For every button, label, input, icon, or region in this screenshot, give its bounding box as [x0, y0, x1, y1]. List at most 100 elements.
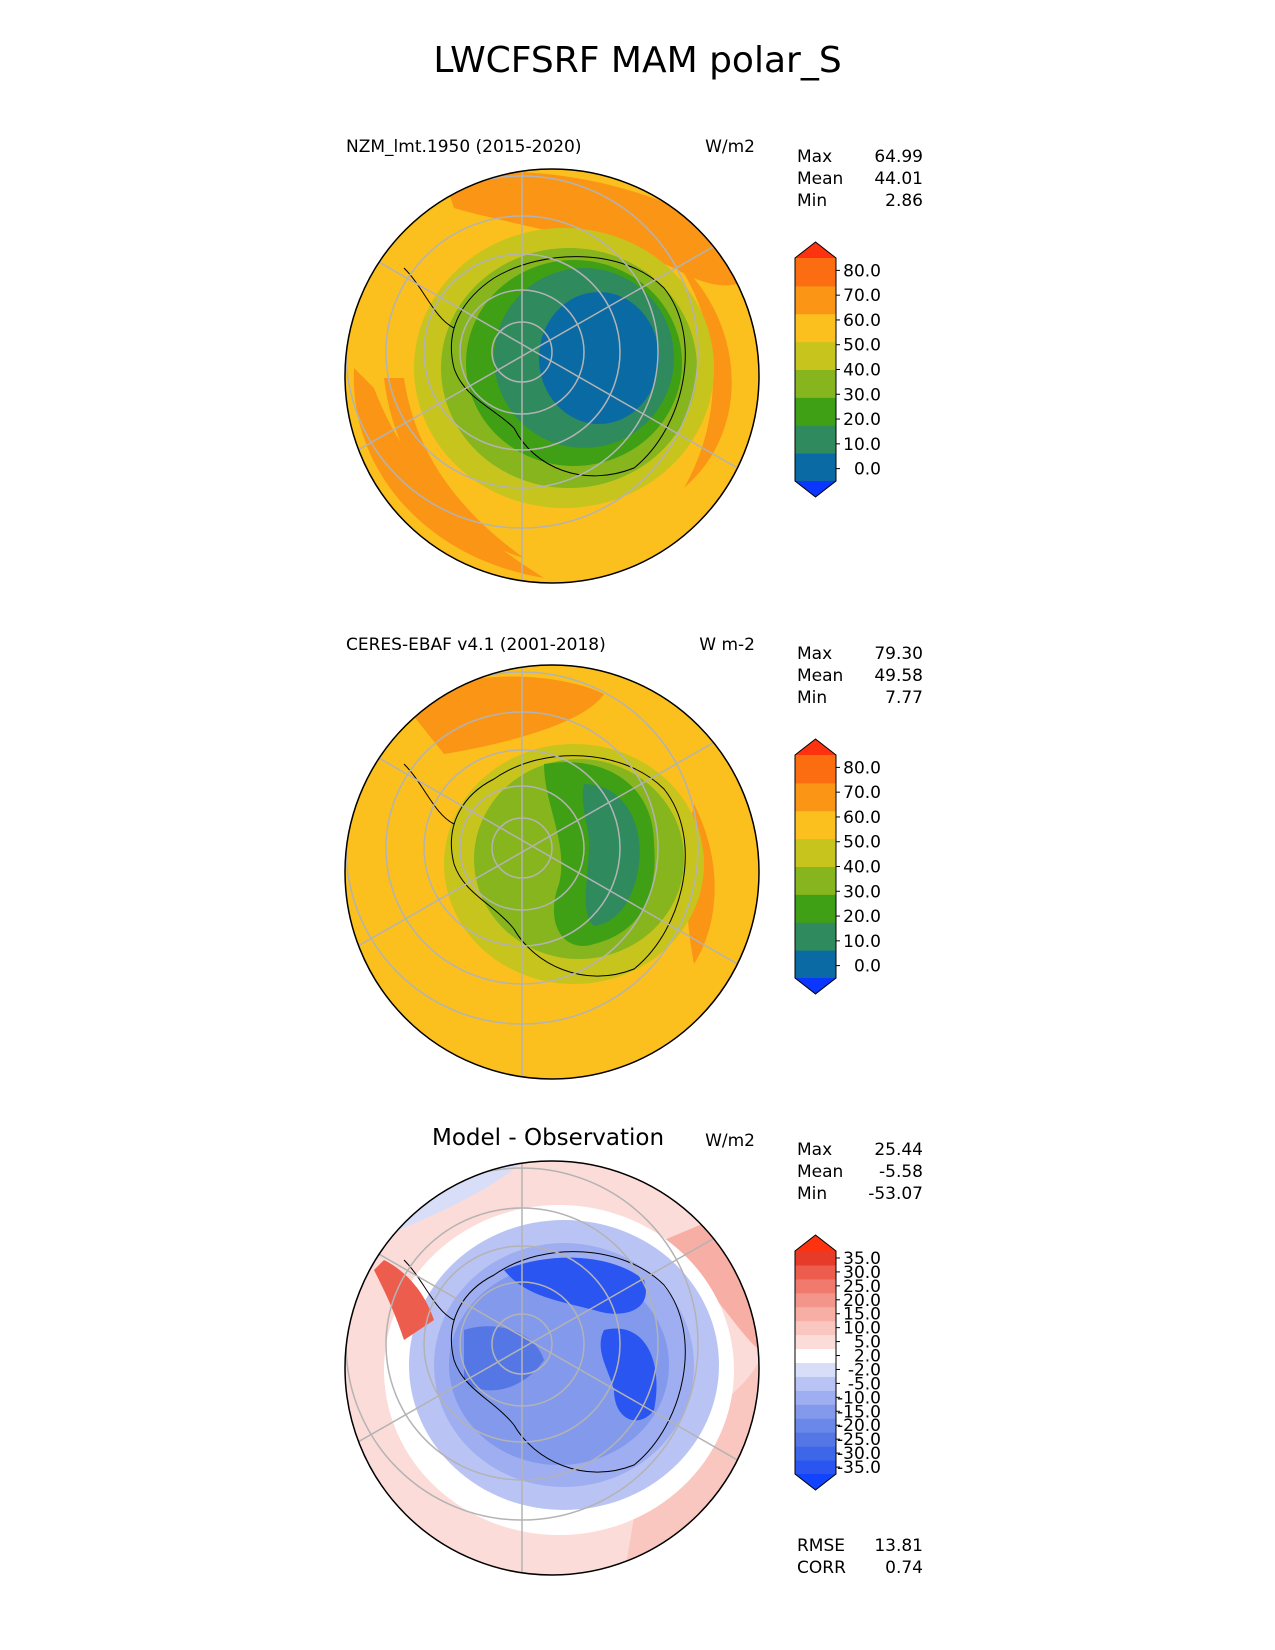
stat-label: Mean [797, 1162, 844, 1182]
colorbar-segment [795, 397, 836, 426]
colorbar-tick-label: 20.0 [843, 410, 881, 430]
colorbar-tick-label: 50.0 [843, 833, 881, 853]
map-2-coastline [450, 755, 686, 977]
colorbar-segment [795, 950, 836, 979]
colorbar-tick-label: 70.0 [843, 286, 881, 306]
colorbar-segment [795, 1376, 836, 1391]
map-1-band-southwest [384, 378, 524, 558]
colorbar-tick-label: 30.0 [843, 385, 881, 405]
metric-value: 0.74 [885, 1558, 923, 1578]
colorbar-segment [795, 1446, 836, 1461]
colorbar-extend-top [795, 1235, 836, 1251]
panel-3-stats: Max 25.44 Mean -5.58 Min -53.07 [797, 1139, 923, 1205]
colorbar-segment [795, 782, 836, 812]
stat-max: Max 79.30 [797, 643, 923, 665]
colorbar-extend-top [795, 242, 836, 258]
map-1-band-north [444, 171, 750, 286]
colorbar-segment [795, 1418, 836, 1433]
map-1-coastline [450, 256, 686, 477]
colorbar-segment [795, 1334, 836, 1350]
colorbar-tick-label: 20.0 [843, 1291, 881, 1311]
metric-label: RMSE [797, 1536, 846, 1556]
stat-value: 79.30 [874, 644, 923, 664]
colorbar-tick-label: 40.0 [843, 858, 881, 878]
stat-label: Max [797, 1140, 833, 1160]
colorbar-tick-label: 30.0 [843, 882, 881, 902]
panel-1-stats: Max 64.99 Mean 44.01 Min 2.86 [797, 146, 923, 212]
colorbar-segment [795, 1251, 836, 1266]
colorbar-tick-label: -5.0 [848, 1374, 881, 1394]
stat-mean: Mean -5.58 [797, 1161, 923, 1183]
colorbar-segment [795, 922, 836, 951]
colorbar-tick-label: 25.0 [843, 1277, 881, 1297]
colorbar-tick-label: -2.0 [848, 1360, 881, 1380]
figure-title: LWCFSRF MAM polar_S [433, 40, 842, 81]
colorbar-segment [795, 369, 836, 398]
panel-3-units: W/m2 [705, 1131, 755, 1151]
map-1-band-east [674, 258, 732, 488]
stat-value: 64.99 [874, 147, 923, 167]
colorbar-tick-label: -30.0 [837, 1444, 881, 1464]
colorbar-segment [795, 894, 836, 923]
stat-mean: Mean 49.58 [797, 665, 923, 687]
colorbar-tick-label: 5.0 [854, 1333, 881, 1353]
stat-min: Min -53.07 [797, 1183, 923, 1205]
panel-1-map [344, 168, 760, 584]
colorbar-segment [795, 1292, 836, 1308]
colorbar-tick-label: 35.0 [843, 1249, 881, 1269]
colorbar-segment [795, 425, 836, 454]
map-3-blob-east [600, 1328, 657, 1421]
metric-value: 13.81 [874, 1536, 923, 1556]
panel-2-colorbar: 80.0 70.0 60.0 50.0 40.0 30.0 20.0 10.0 0.0 [794, 738, 881, 995]
stat-label: Min [797, 191, 828, 211]
colorbar-tick-label: 30.0 [843, 1263, 881, 1283]
colorbar-segment [795, 838, 836, 867]
colorbar-tick-label: 40.0 [843, 361, 881, 381]
colorbar-tick-label: 70.0 [843, 783, 881, 803]
colorbar-tick-label: 60.0 [843, 311, 881, 331]
colorbar-outline [794, 738, 837, 995]
stat-min: Min 2.86 [797, 190, 923, 212]
colorbar-extend-top [795, 739, 836, 755]
colorbar-tick-label: 50.0 [843, 336, 881, 356]
panel-2-stats: Max 79.30 Mean 49.58 Min 7.77 [797, 643, 923, 709]
stat-value: 44.01 [874, 169, 923, 189]
colorbar-tick-label: 10.0 [843, 932, 881, 952]
colorbar-segment [795, 1348, 836, 1363]
colorbar-segment [795, 1320, 836, 1336]
colorbar-segment [795, 1404, 836, 1419]
colorbar-tick-label: 0.0 [854, 460, 881, 480]
colorbar-segment [795, 810, 836, 840]
colorbar-segment [795, 258, 836, 287]
colorbar-segment [795, 755, 836, 784]
colorbar-tick-label: 2.0 [854, 1347, 881, 1367]
map-3-blob-positive [374, 1260, 434, 1340]
colorbar-segment [795, 341, 836, 370]
colorbar-extend-bottom [795, 1474, 836, 1490]
colorbar-tick-label: -20.0 [837, 1416, 881, 1436]
colorbar-tick-label: 10.0 [843, 1319, 881, 1339]
panel-1-units: W/m2 [705, 137, 755, 157]
colorbar-tick-label: -15.0 [837, 1402, 881, 1422]
stat-value: -5.58 [879, 1162, 923, 1182]
colorbar-outline [794, 241, 837, 498]
colorbar-tick-label: 0.0 [854, 957, 881, 977]
metric-corr: CORR 0.74 [797, 1557, 923, 1579]
metric-rmse: RMSE 13.81 [797, 1535, 923, 1557]
stat-value: 7.77 [885, 688, 923, 708]
map-1-core-0-10 [539, 292, 659, 424]
panel-3-metrics: RMSE 13.81 CORR 0.74 [797, 1535, 923, 1579]
panel-1-title: NZM_lmt.1950 (2015-2020) [346, 137, 582, 157]
map-3-border [344, 1160, 760, 1576]
stat-value: -53.07 [868, 1184, 923, 1204]
map-1-border [344, 168, 760, 584]
map-2-band-north [404, 676, 604, 754]
colorbar-tick-label: 80.0 [843, 261, 881, 281]
colorbar-extend-bottom [795, 978, 836, 994]
panel-3-map [344, 1160, 760, 1576]
map-2-graticule [345, 665, 759, 1079]
stat-label: Max [797, 644, 833, 664]
map-2-border [344, 664, 760, 1080]
map-2-core-10-20 [582, 784, 640, 926]
stat-max: Max 25.44 [797, 1139, 923, 1161]
